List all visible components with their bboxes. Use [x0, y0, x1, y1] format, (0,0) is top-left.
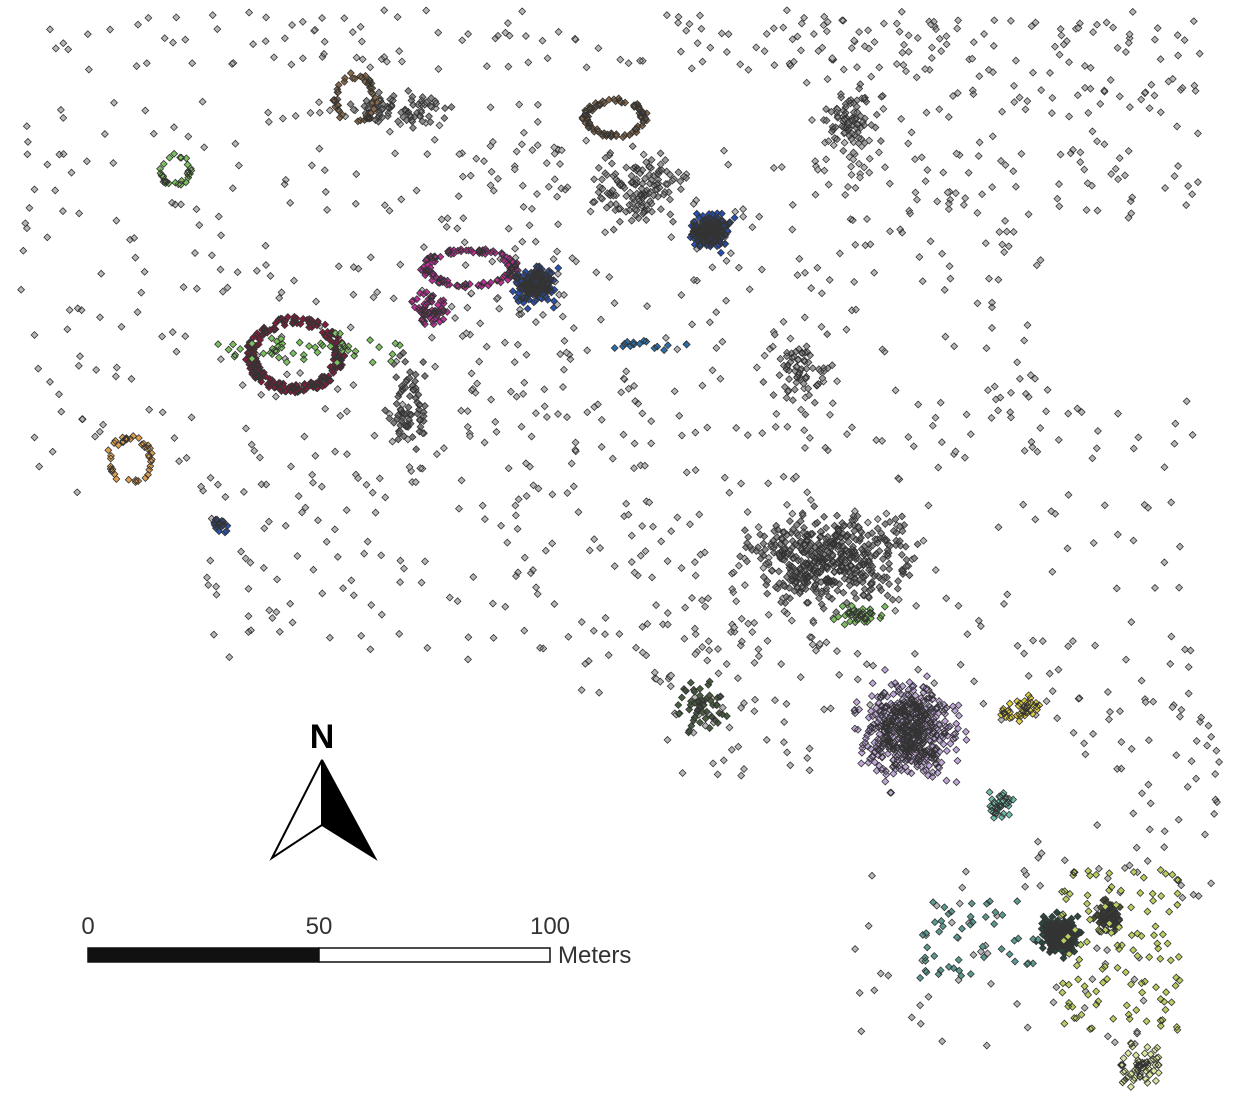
point-cluster [986, 789, 1016, 821]
point-cluster [215, 330, 404, 366]
arrow-right [322, 760, 375, 858]
north-arrow: N [272, 718, 375, 858]
point-cluster [579, 95, 650, 141]
point-cluster [211, 516, 231, 536]
point-cluster [18, 97, 580, 503]
point-cluster [1118, 1040, 1163, 1091]
point-cluster [47, 7, 1159, 73]
point-cluster [737, 503, 921, 616]
scale-segment [319, 948, 550, 962]
scale-tick-label: 0 [81, 913, 94, 940]
point-layer [18, 7, 1223, 1090]
point-cluster [330, 70, 380, 125]
scale-unit: Meters [558, 942, 631, 969]
point-cluster [409, 289, 451, 328]
point-cluster [382, 350, 429, 453]
point-cluster [831, 603, 889, 628]
point-cluster [798, 17, 1203, 223]
map: N 0 50 100Meters [0, 0, 1233, 1096]
north-label: N [310, 718, 335, 756]
point-cluster [851, 667, 970, 797]
scale-tick-label: 50 [306, 913, 333, 940]
point-cluster [917, 898, 1042, 982]
point-cluster [198, 460, 797, 663]
scale-segment [88, 948, 319, 962]
page: N 050100Meters (() => { const data = JSO… [0, 0, 1233, 1096]
point-cluster [597, 398, 1196, 724]
point-cluster [157, 150, 195, 188]
point-cluster [105, 433, 155, 486]
arrow-left [272, 760, 322, 858]
scale-tick-label: 100 [530, 913, 570, 940]
point-cluster [1033, 909, 1085, 962]
point-cluster [760, 331, 836, 418]
point-cluster [418, 246, 522, 291]
